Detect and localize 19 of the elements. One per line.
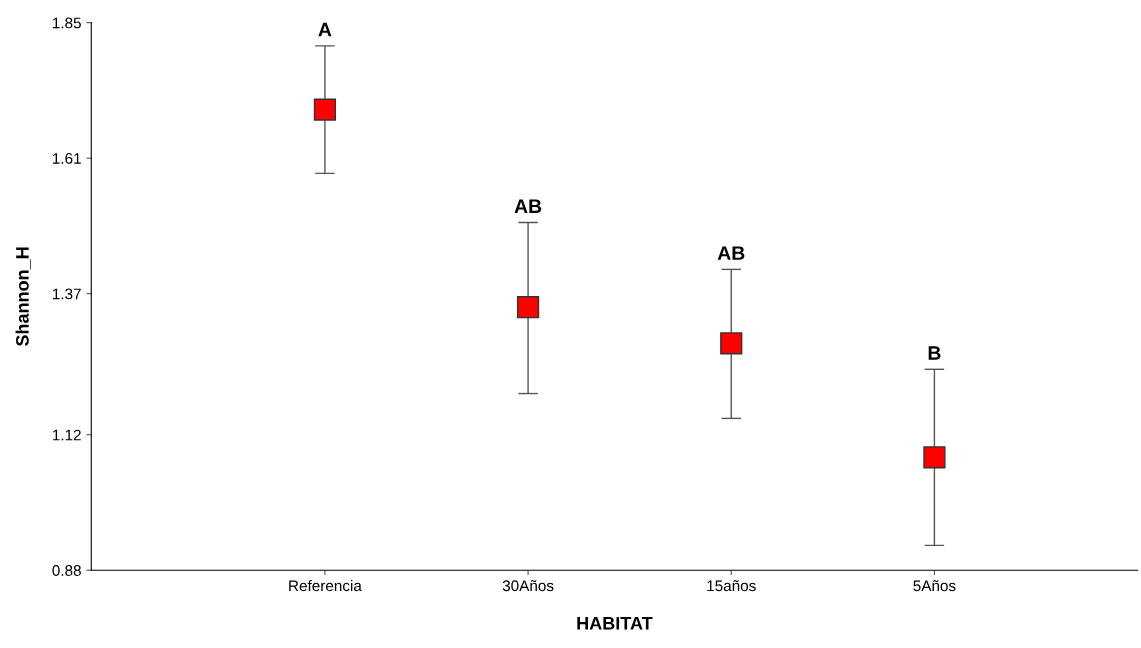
point [516, 296, 540, 319]
point [720, 332, 743, 355]
point [313, 98, 337, 121]
x-tick-label: 5Años [913, 580, 956, 592]
annotation: AB [717, 246, 745, 260]
y-tick-label: 1.85 [52, 17, 81, 29]
y-tick-label: 1.37 [52, 288, 81, 300]
x-tick-label: Referencia [289, 579, 362, 592]
x-tick-label: 30Años [502, 580, 554, 592]
point [923, 446, 946, 469]
annotation: A [318, 22, 332, 37]
y-tick-label: 0.88 [52, 565, 81, 576]
annotation: AB [514, 199, 542, 213]
y-tick-label: 1.12 [52, 429, 81, 441]
x-tick-label: 15años [707, 580, 756, 592]
y-tick-label: 1.61 [52, 153, 81, 164]
y-axis-title: Shannon_H [15, 247, 31, 347]
x-axis-title: HABITAT [577, 617, 653, 630]
annotation: B [928, 346, 941, 360]
